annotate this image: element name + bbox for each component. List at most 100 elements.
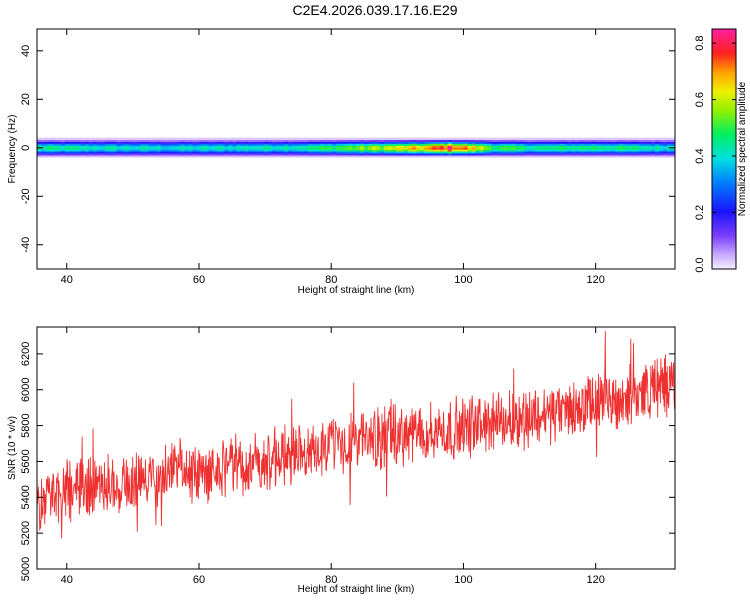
heatmap-cell [112, 141, 118, 144]
heatmap-cell [523, 155, 528, 158]
heatmap-cell [344, 143, 349, 146]
heatmap-cell [611, 147, 616, 150]
snr-y-tick-label: 5200 [20, 521, 32, 545]
heatmap-cell [615, 153, 620, 156]
heatmap-cell [144, 149, 150, 152]
heatmap-cell [116, 139, 122, 142]
heatmap-cell [459, 141, 465, 144]
heatmap-cell [260, 151, 265, 154]
heatmap-cell [40, 139, 46, 142]
heatmap-cell [379, 149, 385, 152]
heatmap-cell [571, 151, 576, 154]
heatmap-cell [375, 149, 381, 152]
heatmap-cell [240, 137, 245, 140]
heatmap-cell [248, 151, 253, 154]
heatmap-cell [248, 143, 253, 146]
heatmap-cell [72, 141, 78, 144]
heatmap-cell [40, 151, 46, 154]
heatmap-cell [475, 147, 481, 150]
heatmap-cell [180, 155, 185, 158]
heatmap-cell [188, 141, 193, 144]
heatmap-cell [136, 155, 142, 158]
heatmap-cell [443, 147, 449, 150]
heatmap-cell [639, 155, 644, 158]
heatmap-cell [379, 137, 385, 140]
heatmap-cell [631, 147, 636, 150]
heatmap-cell [332, 155, 337, 158]
heatmap-cell [595, 143, 600, 146]
snr-plot-area [37, 327, 675, 569]
heatmap-cell [619, 143, 624, 146]
colorbar-tick-label: 0.6 [694, 92, 706, 107]
heatmap-cell [479, 155, 484, 158]
heatmap-cell [451, 151, 457, 154]
heatmap-cell [76, 139, 82, 142]
heatmap-cell [539, 139, 544, 142]
heatmap-cell [563, 155, 568, 158]
heatmap-cell [599, 137, 604, 140]
heatmap-cell [539, 141, 544, 144]
heatmap-cell [280, 145, 285, 148]
heatmap-cell [515, 151, 520, 154]
heatmap-cell [563, 141, 568, 144]
heatmap-cell [651, 137, 656, 140]
heatmap-cell [367, 141, 373, 144]
heatmap-cell [232, 145, 237, 148]
heatmap-cell [651, 139, 656, 142]
heatmap-cell [495, 137, 500, 140]
heatmap-cell [515, 153, 520, 156]
heatmap-cell [172, 153, 177, 156]
heatmap-cell [228, 153, 233, 156]
heatmap-cell [603, 153, 608, 156]
heatmap-cell [192, 149, 197, 152]
heatmap-cell [515, 155, 520, 158]
heatmap-cell [651, 147, 656, 150]
heatmap-cell [312, 139, 317, 142]
heatmap-cell [324, 153, 329, 156]
snr-y-tick-label: 5400 [20, 485, 32, 509]
heatmap-cell [555, 149, 560, 152]
heatmap-cell [627, 151, 632, 154]
heatmap-cell [359, 145, 365, 148]
heatmap-cell [639, 143, 644, 146]
heatmap-cell [587, 145, 592, 148]
heatmap-cell [156, 151, 162, 154]
heatmap-cell [479, 137, 484, 140]
heatmap-cell [471, 151, 477, 154]
heatmap-cell [611, 139, 616, 142]
heatmap-cell [375, 145, 381, 148]
heatmap-cell [228, 137, 233, 140]
heatmap-cell [224, 155, 229, 158]
heatmap-cell [479, 149, 484, 152]
heatmap-cell [340, 139, 345, 142]
heatmap-cell [515, 149, 520, 152]
heatmap-cell [92, 143, 98, 146]
heatmap-cell [220, 143, 225, 146]
heatmap-cell [471, 139, 477, 142]
heatmap-cell [44, 151, 50, 154]
heatmap-cell [172, 155, 177, 158]
heatmap-cell [132, 141, 138, 144]
heatmap-cell [308, 149, 313, 152]
heatmap-cell [643, 143, 648, 146]
heatmap-cell [128, 139, 134, 142]
heatmap-cell [180, 137, 185, 140]
heatmap-cell [455, 143, 461, 146]
heatmap-cell [296, 137, 301, 140]
heatmap-cell [571, 143, 576, 146]
heatmap-cell [539, 153, 544, 156]
heatmap-cell [467, 155, 473, 158]
heatmap-cell [595, 147, 600, 150]
heatmap-cell [463, 137, 469, 140]
heatmap-cell [220, 147, 225, 150]
heatmap-cell [535, 151, 540, 154]
heatmap-cell [320, 149, 325, 152]
heatmap-cell [308, 147, 313, 150]
heatmap-cell [336, 143, 341, 146]
heatmap-cell [136, 151, 142, 154]
heatmap-cell [160, 153, 165, 156]
heatmap-cell [144, 151, 150, 154]
heatmap-cell [80, 139, 86, 142]
heatmap-cell [204, 143, 209, 146]
heatmap-cell [663, 141, 668, 144]
